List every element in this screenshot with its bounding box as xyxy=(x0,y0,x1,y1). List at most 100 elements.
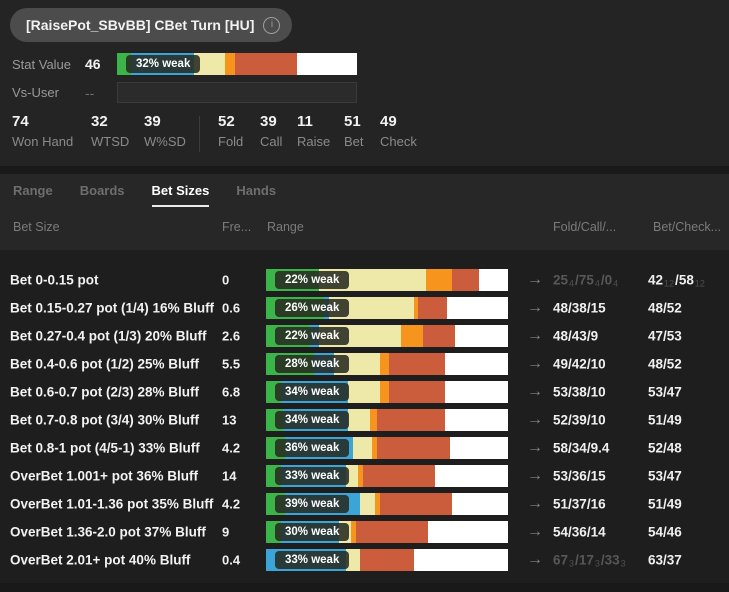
bet-size-label: Bet 0.7-0.8 pot (3/4) 30% Bluff xyxy=(10,412,200,428)
column-header-fold-call[interactable]: Fold/Call/... xyxy=(553,220,617,234)
sample-size-subscript: 3 xyxy=(569,558,575,569)
slash-separator: / xyxy=(568,440,572,456)
tabs-panel: Range Boards Bet Sizes Hands Bet Size Fr… xyxy=(0,174,729,250)
stat-number: 48 xyxy=(666,440,682,456)
slash-separator: / xyxy=(568,524,572,540)
bet-size-row[interactable]: Bet 0.7-0.8 pot (3/4) 30% Bluff 13 34% wea… xyxy=(0,406,729,434)
column-header-range[interactable]: Range xyxy=(267,220,304,234)
stat-title: [RaisePot_SBvBB] CBet Turn [HU] xyxy=(26,17,255,33)
stat-number: 33 xyxy=(604,552,620,568)
stat-number: 58 xyxy=(553,440,569,456)
bet-size-row[interactable]: Bet 0-0.15 pot 0 22% weak → 254/754/04 4212/5… xyxy=(0,266,729,294)
arrow-icon: → xyxy=(527,327,543,344)
range-bar: 34% weak xyxy=(266,409,508,431)
bet-check-value: 53/47 xyxy=(648,385,682,400)
stat-number: 58 xyxy=(678,272,694,288)
weak-label: 28% weak xyxy=(275,355,350,373)
frequency-value: 0.6 xyxy=(222,300,241,316)
range-bar-segment xyxy=(425,269,453,291)
stat-number: 48 xyxy=(648,356,664,372)
frequency-value: 14 xyxy=(222,468,237,484)
bet-size-row[interactable]: OverBet 1.36-2.0 pot 37% Bluff 9 30% weak →… xyxy=(0,518,729,546)
column-header-freq[interactable]: Fre... xyxy=(222,220,252,234)
bet-size-row[interactable]: Bet 0.15-0.27 pot (1/4) 16% Bluff 0.6 26% … xyxy=(0,294,729,322)
range-bar: 33% weak xyxy=(266,549,508,571)
bet-size-label: Bet 0.27-0.4 pot (1/3) 20% Bluff xyxy=(10,328,207,344)
bet-size-row[interactable]: Bet 0.8-1 pot (4/5-1) 33% Bluff 4.2 36% we… xyxy=(0,434,729,462)
bet-size-row[interactable]: Bet 0.27-0.4 pot (1/3) 20% Bluff 2.6 22% w… xyxy=(0,322,729,350)
stat-number: 34 xyxy=(571,440,587,456)
weak-label: 39% weak xyxy=(275,495,350,513)
weak-label: 33% weak xyxy=(275,551,350,569)
slash-separator: / xyxy=(663,300,667,316)
tab-bet-sizes[interactable]: Bet Sizes xyxy=(151,183,210,207)
frequency-value: 9 xyxy=(222,524,230,540)
range-bar-segment xyxy=(379,381,390,403)
bet-size-row[interactable]: Bet 0.4-0.6 pot (1/2) 25% Bluff 5.5 28% we… xyxy=(0,350,729,378)
sample-size-subscript: 4 xyxy=(569,278,575,289)
arrow-icon: → xyxy=(527,383,543,400)
bet-check-value: 53/47 xyxy=(648,469,682,484)
stat-number: 9 xyxy=(590,328,599,344)
range-bar-segment xyxy=(377,409,446,431)
slash-separator: / xyxy=(675,272,679,288)
tab-hands[interactable]: Hands xyxy=(236,183,277,198)
stat-value-bar: 32% weak xyxy=(117,53,357,75)
tab-range[interactable]: Range xyxy=(13,183,53,198)
summary-check: 49 Check xyxy=(380,114,417,150)
section-divider xyxy=(0,166,729,174)
summary-wtsd: 32 WTSD xyxy=(91,114,129,150)
column-header-bet-check[interactable]: Bet/Check... xyxy=(653,220,722,234)
info-icon[interactable]: i xyxy=(263,16,281,34)
stat-number: 43 xyxy=(571,328,587,344)
range-bar-segment xyxy=(389,353,446,375)
tab-boards[interactable]: Boards xyxy=(79,183,125,198)
slash-separator: / xyxy=(663,384,667,400)
stat-number: 53 xyxy=(553,384,569,400)
range-bar: 32% weak xyxy=(117,53,357,75)
bet-size-row[interactable]: OverBet 1.001+ pot 36% Bluff 14 33% weak → 5… xyxy=(0,462,729,490)
stat-title-pill[interactable]: [RaisePot_SBvBB] CBet Turn [HU] i xyxy=(10,8,293,42)
bet-check-value: 4212/5812 xyxy=(648,272,706,289)
weak-label: 26% weak xyxy=(275,299,350,317)
stat-number: 42 xyxy=(571,356,587,372)
stat-number: 67 xyxy=(553,552,569,568)
bet-size-row[interactable]: OverBet 1.01-1.36 pot 35% Bluff 4.2 39% we… xyxy=(0,490,729,518)
summary-fold: 52 Fold xyxy=(218,114,243,150)
bet-size-label: OverBet 1.001+ pot 36% Bluff xyxy=(10,468,198,484)
column-header-bet-size[interactable]: Bet Size xyxy=(13,220,60,234)
range-bar-segment xyxy=(478,269,508,291)
range-bar-segment xyxy=(234,53,297,75)
stat-number: 53 xyxy=(666,328,682,344)
range-bar-segment xyxy=(360,493,375,515)
bet-size-row[interactable]: Bet 0.6-0.7 pot (2/3) 28% Bluff 6.8 34% we… xyxy=(0,378,729,406)
slash-separator: / xyxy=(600,272,605,288)
summary-label: W%SD xyxy=(144,134,186,149)
stat-number: 9.4 xyxy=(590,440,610,456)
slash-separator: / xyxy=(663,412,667,428)
bet-check-value: 54/46 xyxy=(648,525,682,540)
range-bar-segment xyxy=(449,437,508,459)
slash-separator: / xyxy=(586,412,591,428)
bottom-strip xyxy=(0,583,729,592)
range-bar-segment xyxy=(374,493,380,515)
summary-wsd: 39 W%SD xyxy=(144,114,186,150)
weak-label: 22% weak xyxy=(275,327,350,345)
sample-size-subscript: 3 xyxy=(620,558,626,569)
range-bar: 34% weak xyxy=(266,381,508,403)
range-bar-segment xyxy=(445,353,508,375)
vs-user-bar xyxy=(117,82,357,103)
stat-value-label: Stat Value xyxy=(12,57,72,72)
bet-size-row[interactable]: OverBet 2.01+ pot 40% Bluff 0.4 33% weak → 6… xyxy=(0,546,729,574)
fold-call-raise-value: 48/43/9 xyxy=(553,329,598,344)
stat-number: 36 xyxy=(571,524,587,540)
range-bar-segment xyxy=(413,297,419,319)
stat-number: 25 xyxy=(553,272,569,288)
bet-check-value: 48/52 xyxy=(648,301,682,316)
range-bar: 28% weak xyxy=(266,353,508,375)
range-bar-segment xyxy=(355,521,429,543)
range-bar-segment xyxy=(379,493,453,515)
stat-number: 49 xyxy=(666,496,682,512)
range-bar: 22% weak xyxy=(266,325,508,347)
stat-number: 54 xyxy=(648,524,664,540)
